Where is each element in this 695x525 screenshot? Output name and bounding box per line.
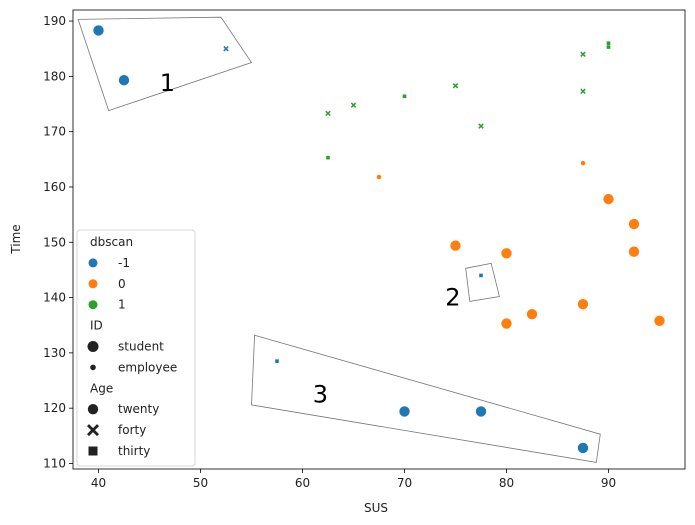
legend-entry-label: thirty: [118, 444, 150, 458]
legend-marker: [87, 424, 99, 437]
data-point: [402, 94, 407, 99]
data-point: [223, 45, 229, 52]
legend-marker: [90, 364, 96, 371]
y-tick-label: 110: [43, 456, 66, 470]
cluster-2-boundary: [465, 262, 500, 302]
data-points: [92, 24, 666, 454]
data-point: [325, 110, 331, 117]
cluster-1-label: 1: [160, 69, 175, 97]
data-point: [500, 317, 513, 330]
legend-marker: [87, 341, 99, 352]
legend: dbscan -1 0 1 ID student employee Age twenty fort…: [76, 229, 196, 467]
data-point: [376, 174, 382, 180]
y-tick-label: 190: [43, 14, 66, 28]
legend-group-title: ID: [90, 319, 103, 333]
data-point: [452, 83, 459, 89]
data-point: [580, 88, 586, 95]
data-point: [602, 193, 615, 205]
data-point: [500, 247, 513, 260]
legend-entry-label: student: [118, 340, 164, 354]
data-point: [475, 405, 487, 418]
legend-marker: [87, 403, 99, 416]
y-tick-label: 140: [43, 291, 66, 305]
x-tick-label: 40: [91, 476, 106, 490]
data-point: [275, 359, 279, 363]
x-axis-title: SUS: [364, 501, 388, 515]
data-point: [449, 239, 462, 252]
data-point: [606, 41, 611, 45]
legend-group-title: dbscan: [90, 235, 133, 249]
y-tick-label: 180: [43, 69, 66, 83]
legend-entry-label: 1: [118, 298, 126, 312]
y-tick-label: 120: [43, 401, 66, 415]
cluster-3-label: 3: [313, 380, 328, 408]
y-tick-label: 160: [43, 180, 66, 194]
legend-entry-label: forty: [118, 423, 146, 437]
data-point: [653, 314, 666, 327]
cluster-1-boundary: [77, 16, 253, 112]
cluster-3-boundary: [251, 334, 601, 463]
legend-marker: [88, 279, 98, 289]
cluster-regions: 1 2 3: [77, 16, 601, 463]
x-tick-label: 50: [193, 476, 208, 490]
legend-marker: [88, 446, 98, 456]
y-tick-label: 130: [43, 346, 66, 360]
x-axis-ticks: 40 50 60 70 80 90: [91, 469, 616, 490]
x-tick-label: 60: [295, 476, 310, 490]
y-tick-label: 170: [43, 125, 66, 139]
data-point: [326, 155, 330, 160]
legend-frame: [76, 229, 196, 467]
y-axis-ticks: 110 120 130 140 150 160 170 180 190: [43, 14, 73, 470]
data-point: [577, 298, 589, 311]
data-point: [577, 442, 589, 454]
data-point: [580, 160, 586, 167]
data-point: [628, 218, 640, 230]
data-point: [118, 74, 130, 87]
cluster-2-label: 2: [445, 284, 460, 312]
x-tick-label: 80: [499, 476, 514, 490]
data-point: [92, 24, 105, 37]
legend-group-title: Age: [90, 381, 113, 395]
legend-entry-label: twenty: [118, 402, 159, 416]
x-tick-label: 90: [601, 476, 616, 490]
legend-entry-label: 0: [118, 277, 126, 291]
legend-entry-label: -1: [118, 256, 130, 270]
legend-marker: [88, 300, 98, 310]
data-point: [628, 245, 640, 258]
legend-marker: [88, 258, 98, 268]
data-point: [350, 102, 357, 108]
data-point: [479, 273, 483, 278]
data-point: [606, 45, 611, 49]
data-point: [398, 405, 411, 418]
y-axis-title: Time: [9, 224, 23, 254]
data-point: [478, 123, 484, 129]
legend-entry-label: employee: [118, 360, 177, 374]
y-tick-label: 150: [43, 235, 66, 249]
data-point: [580, 51, 586, 57]
data-point: [526, 308, 538, 320]
x-tick-label: 70: [397, 476, 412, 490]
